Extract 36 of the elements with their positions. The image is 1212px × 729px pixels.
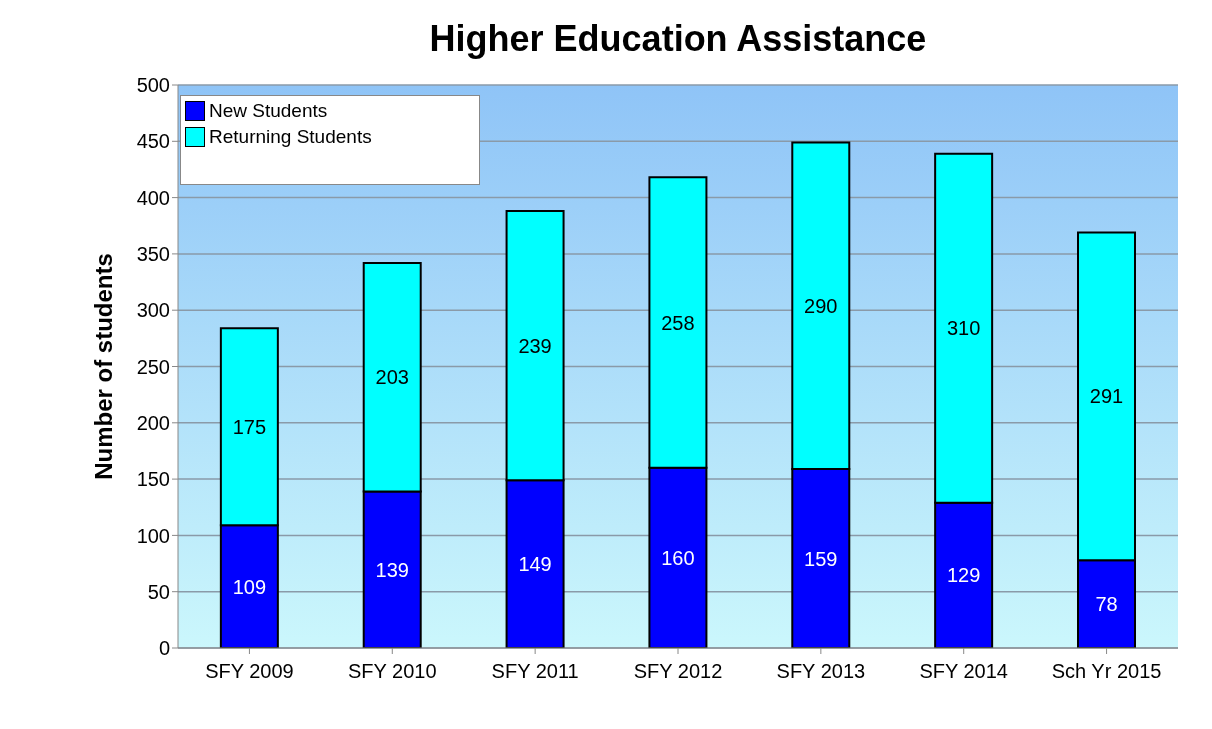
data-label: 291 bbox=[1089, 385, 1124, 408]
y-tick-label: 150 bbox=[136, 468, 170, 491]
y-tick-label: 0 bbox=[158, 637, 170, 660]
y-tick-label: 350 bbox=[136, 243, 170, 265]
x-tick-label: Sch Yr 2015 bbox=[1051, 660, 1162, 683]
y-tick-label: 250 bbox=[136, 355, 170, 378]
data-label: 258 bbox=[661, 311, 695, 334]
data-label: 175 bbox=[232, 415, 267, 438]
x-tick-label: SFY 2011 bbox=[491, 660, 579, 683]
data-label: 239 bbox=[518, 334, 552, 357]
chart-title: Higher Education Assistance bbox=[428, 18, 928, 60]
data-label: 149 bbox=[518, 553, 552, 576]
y-axis-title: Number of students bbox=[89, 253, 117, 480]
data-label: 129 bbox=[946, 564, 981, 587]
x-tick-label: SFY 2012 bbox=[633, 660, 723, 683]
data-label: 109 bbox=[232, 575, 267, 598]
y-tick-label: 450 bbox=[136, 130, 170, 153]
y-tick-label: 500 bbox=[136, 74, 170, 97]
data-label: 203 bbox=[375, 366, 409, 389]
data-label: 78 bbox=[1095, 593, 1118, 616]
data-label: 159 bbox=[804, 547, 838, 570]
x-tick-label: SFY 2014 bbox=[919, 660, 1009, 683]
y-tick-label: 100 bbox=[136, 524, 170, 547]
data-label: 310 bbox=[946, 317, 981, 340]
y-tick-label: 50 bbox=[147, 580, 170, 603]
x-tick-label: SFY 2010 bbox=[347, 660, 437, 683]
y-tick-label: 400 bbox=[136, 186, 170, 209]
y-tick-label: 300 bbox=[136, 299, 170, 322]
data-label: 160 bbox=[661, 547, 695, 570]
legend-label: Returning Students bbox=[209, 126, 372, 148]
x-tick-label: SFY 2009 bbox=[205, 660, 294, 683]
y-tick-label: 200 bbox=[136, 411, 170, 434]
data-label: 290 bbox=[804, 294, 838, 317]
x-tick-label: SFY 2013 bbox=[776, 660, 866, 683]
data-label: 139 bbox=[375, 558, 409, 581]
legend-label: New Students bbox=[209, 100, 328, 122]
